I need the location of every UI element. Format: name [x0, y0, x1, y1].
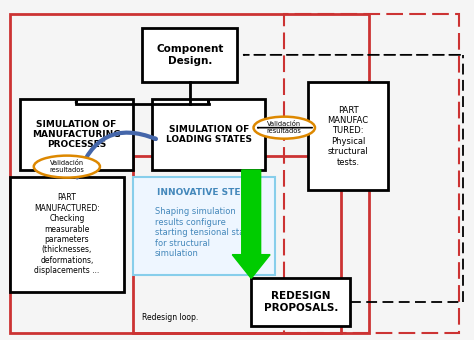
FancyArrow shape — [232, 170, 270, 278]
Text: Validación
resultados: Validación resultados — [267, 121, 301, 134]
Text: INNOVATIVE STEP:: INNOVATIVE STEP: — [157, 187, 251, 197]
Ellipse shape — [34, 156, 100, 177]
Text: PART
MANUFAC
TURED:
Physical
structural
tests.: PART MANUFAC TURED: Physical structural … — [328, 106, 369, 167]
Text: Validación
resultados: Validación resultados — [49, 160, 84, 173]
FancyBboxPatch shape — [19, 99, 133, 170]
Text: Shaping simulation
results configure
starting tensional state
for structural
sim: Shaping simulation results configure sta… — [155, 207, 253, 258]
Text: PART
MANUFACTURED:
Checking
measurable
parameters
(thicknesses,
deformations,
di: PART MANUFACTURED: Checking measurable p… — [34, 193, 100, 275]
Text: SIMULATION OF
LOADING STATES: SIMULATION OF LOADING STATES — [165, 125, 252, 144]
Ellipse shape — [254, 117, 315, 139]
FancyBboxPatch shape — [251, 278, 350, 326]
Text: Component
Design.: Component Design. — [156, 44, 223, 66]
Text: Redesign loop.: Redesign loop. — [143, 313, 199, 322]
Text: SIMULATION OF
MANUFACTURING
PROCESSES: SIMULATION OF MANUFACTURING PROCESSES — [32, 120, 120, 149]
Text: REDESIGN
PROPOSALS.: REDESIGN PROPOSALS. — [264, 291, 338, 313]
FancyBboxPatch shape — [143, 28, 237, 82]
FancyBboxPatch shape — [10, 177, 124, 292]
FancyBboxPatch shape — [152, 99, 265, 170]
FancyBboxPatch shape — [308, 82, 388, 190]
FancyBboxPatch shape — [133, 177, 275, 275]
